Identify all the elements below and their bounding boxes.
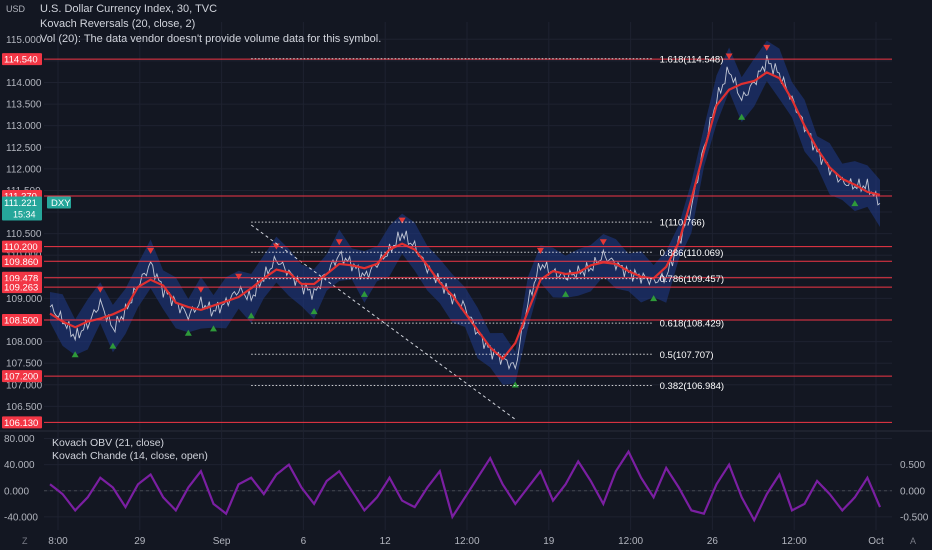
level-price-tag: [2, 240, 42, 253]
oscillator-left-tick-label: 0.000: [4, 486, 29, 497]
symbol-badge: [47, 196, 71, 209]
buy-reversal-marker[interactable]: [851, 200, 859, 207]
price-axis-tick-label: 112.000: [6, 164, 42, 175]
indicator-reversals-label[interactable]: Kovach Reversals (20, close, 2): [40, 18, 196, 30]
time-axis-tick-label: 8:00: [48, 536, 68, 547]
indicator-volume-label[interactable]: Vol (20): The data vendor doesn't provid…: [40, 33, 382, 45]
price-axis-tick-label: 113.500: [6, 100, 42, 111]
time-axis-tick-label: 26: [707, 536, 719, 547]
price-axis-tick-label: 107.000: [6, 380, 43, 391]
moving-average-line: [49, 71, 881, 361]
symbol-badge-label: DXY: [51, 198, 71, 209]
oscillator-right-tick-label: 0.500: [900, 460, 925, 471]
level-price-label: 114.540: [4, 55, 38, 66]
time-axis-tick-label: 12:00: [454, 536, 479, 547]
sell-reversal-marker[interactable]: [763, 44, 771, 51]
time-axis-tick-label: 29: [134, 536, 146, 547]
fib-level-label: 0.786(109.457): [660, 274, 724, 285]
fib-level-label: 0.618(108.429): [660, 319, 724, 330]
level-price-tag: [2, 370, 42, 383]
zoom-icon: Z: [22, 536, 28, 546]
currency-label: USD: [6, 4, 26, 14]
level-price-tag: [2, 255, 42, 268]
buy-reversal-marker[interactable]: [360, 290, 368, 297]
buy-reversal-marker[interactable]: [650, 295, 658, 302]
buy-reversal-marker[interactable]: [184, 329, 192, 336]
last-price-value: 111.221: [4, 198, 37, 209]
sell-reversal-marker[interactable]: [335, 239, 343, 246]
volatility-band: [50, 40, 880, 385]
oscillator-left-tick-label: -40.000: [4, 512, 38, 523]
bar-countdown-label: 15:34: [13, 209, 36, 219]
oscillator-right-tick-label: 0.000: [900, 486, 925, 497]
level-price-tag: [2, 416, 42, 429]
buy-reversal-marker[interactable]: [562, 290, 570, 297]
auto-scale-icon: A: [910, 536, 916, 546]
time-axis-tick-label: 6: [301, 536, 307, 547]
sell-reversal-marker[interactable]: [96, 286, 104, 293]
buy-reversal-marker[interactable]: [209, 325, 217, 332]
buy-reversal-marker[interactable]: [511, 381, 519, 388]
buy-reversal-marker[interactable]: [109, 342, 117, 349]
level-price-label: 109.263: [4, 283, 38, 294]
level-price-tag: [2, 314, 42, 327]
buy-reversal-marker[interactable]: [310, 308, 318, 315]
sell-reversal-marker[interactable]: [725, 53, 733, 60]
chande-indicator-label[interactable]: Kovach Chande (14, close, open): [52, 450, 208, 462]
level-price-label: 109.478: [4, 273, 38, 284]
level-price-label: 107.200: [4, 372, 38, 383]
price-axis-tick-label: 108.000: [6, 337, 43, 348]
sell-reversal-marker[interactable]: [398, 217, 406, 224]
level-price-tag: [2, 53, 42, 66]
time-axis-tick-label: Oct: [868, 536, 884, 547]
price-axis-tick-label: 113.000: [6, 121, 42, 132]
level-price-tag: [2, 281, 42, 294]
price-axis-tick-label: 107.500: [6, 359, 43, 370]
sell-reversal-marker[interactable]: [599, 239, 607, 246]
chande-oscillator-line: [49, 449, 882, 523]
sell-reversal-marker[interactable]: [147, 247, 155, 254]
price-axis-tick-label: 109.000: [6, 294, 43, 305]
time-axis-tick-label: 19: [543, 536, 555, 547]
fib-level-label: 0.886(110.069): [660, 248, 724, 259]
sell-reversal-marker[interactable]: [235, 273, 243, 280]
time-axis-tick-label: 12:00: [782, 536, 807, 547]
trend-line[interactable]: [250, 224, 516, 420]
time-axis-tick-label: Sep: [213, 536, 231, 547]
oscillator-left-tick-label: 80.000: [4, 434, 35, 445]
buy-reversal-marker[interactable]: [247, 312, 255, 319]
buy-reversal-marker[interactable]: [71, 351, 79, 358]
sell-reversal-marker[interactable]: [536, 247, 544, 254]
price-axis-tick-label: 112.500: [6, 143, 42, 154]
last-price-badge: [2, 196, 42, 221]
price-axis-tick-label: 106.500: [6, 402, 43, 413]
price-axis-tick-label: 115.000: [6, 35, 42, 46]
sell-reversal-marker[interactable]: [197, 286, 205, 293]
level-price-label: 106.130: [4, 418, 38, 429]
level-price-label: 109.860: [4, 257, 38, 268]
time-axis-tick-label: 12: [380, 536, 392, 547]
level-price-tag: [2, 271, 42, 284]
chart-legend: U.S. Dollar Currency Index, 30, TVC Kova…: [40, 2, 381, 47]
obv-indicator-label[interactable]: Kovach OBV (21, close): [52, 437, 165, 449]
level-price-label: 108.500: [4, 316, 38, 327]
oscillator-right-tick-label: -0.500: [900, 512, 929, 523]
fib-level-label: 0.382(106.984): [660, 381, 724, 392]
oscillator-left-tick-label: 40.000: [4, 460, 35, 471]
sub-pane-legend: Kovach OBV (21, close) Kovach Chande (14…: [52, 437, 208, 463]
price-axis-tick-label: 114.000: [6, 78, 42, 89]
fib-level-label: 1.618(114.548): [660, 54, 724, 65]
price-axis-tick-label: 110.500: [6, 229, 42, 240]
level-price-label: 110.200: [4, 242, 38, 253]
fib-level-label: 0.5(107.707): [660, 350, 714, 361]
fib-level-label: 1(110.766): [660, 218, 705, 229]
time-axis-tick-label: 12:00: [618, 536, 643, 547]
buy-reversal-marker[interactable]: [738, 113, 746, 120]
symbol-title[interactable]: U.S. Dollar Currency Index, 30, TVC: [40, 3, 218, 15]
